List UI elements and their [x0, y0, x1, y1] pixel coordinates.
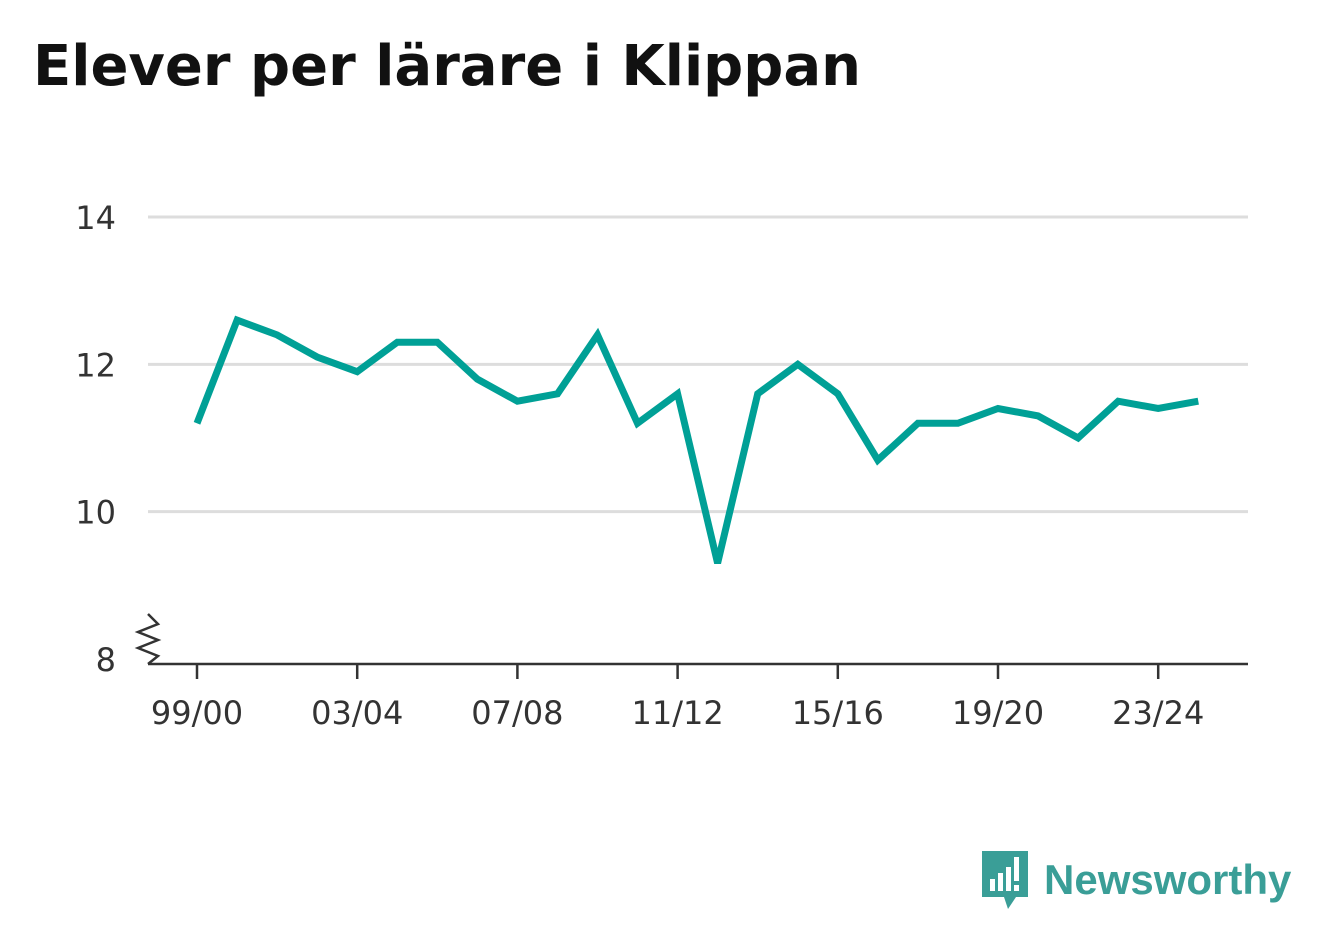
x-axis-ticks [195, 664, 1160, 679]
chart-title: Elever per lärare i Klippan [33, 34, 861, 99]
brand-name: Newsworthy [1044, 856, 1292, 903]
y-axis-labels: 8 10 12 14 [75, 199, 116, 679]
x-tick-label: 03/04 [311, 694, 403, 732]
y-axis-break-icon [134, 613, 162, 665]
x-tick-label: 99/00 [151, 694, 243, 732]
series-line [193, 315, 1199, 565]
brand: Newsworthy [980, 848, 1291, 912]
x-axis-labels: 99/00 03/04 07/08 11/12 15/16 19/20 23/24 [151, 694, 1204, 732]
newsworthy-logo-icon [982, 851, 1028, 909]
y-tick-label: 12 [75, 346, 116, 384]
x-tick-label: 11/12 [631, 694, 723, 732]
x-tick-label: 07/08 [471, 694, 563, 732]
y-tick-label: 10 [75, 494, 116, 532]
x-tick-label: 19/20 [952, 694, 1044, 732]
y-tick-label: 8 [96, 641, 116, 679]
x-tick-label: 23/24 [1112, 694, 1204, 732]
x-tick-label: 15/16 [792, 694, 884, 732]
y-tick-label: 14 [75, 199, 116, 237]
